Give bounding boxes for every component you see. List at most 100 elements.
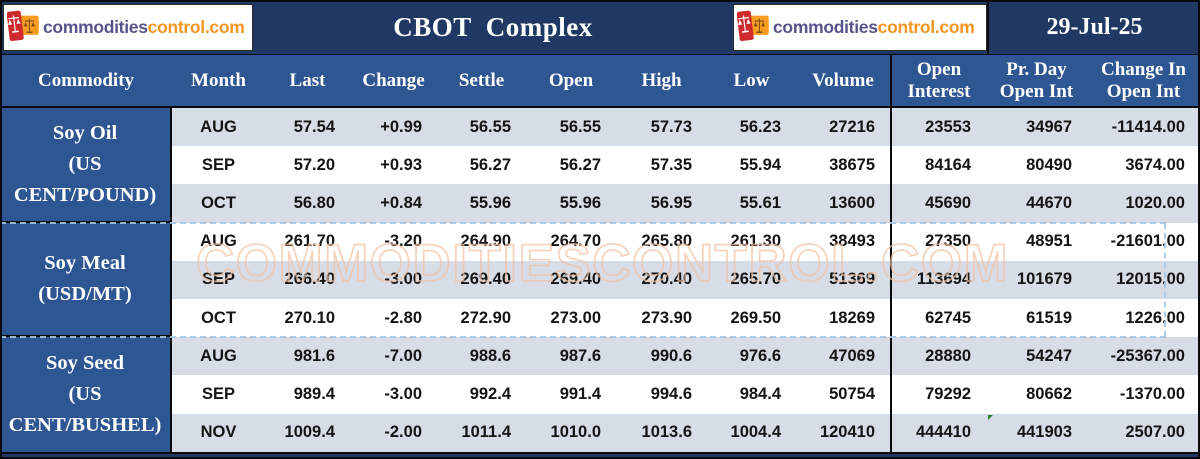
cell-open-interest: 45690 bbox=[890, 184, 986, 223]
header-line: Open Int bbox=[1106, 80, 1181, 102]
cell-volume: 18269 bbox=[796, 298, 890, 338]
cell-volume: 50754 bbox=[796, 375, 890, 414]
commoditiescontrol-logo[interactable]: commoditiescontrol.com bbox=[3, 3, 253, 51]
cbot-table: Commodity Month Last Change Settle Open … bbox=[0, 55, 1200, 452]
report-date: 29-Jul-25 bbox=[1046, 13, 1143, 40]
cell-open-interest: 62745 bbox=[890, 298, 986, 338]
cell-change-in-open-int: -1370.00 bbox=[1087, 375, 1200, 414]
cell-open-interest: 113694 bbox=[890, 260, 986, 299]
cell-volume: 47069 bbox=[796, 337, 890, 376]
cell-settle: 988.6 bbox=[437, 337, 526, 376]
cell-settle: 55.96 bbox=[437, 184, 526, 223]
cell-high: 273.90 bbox=[616, 298, 707, 338]
cell-month: AUG bbox=[172, 337, 265, 376]
cell-high: 57.35 bbox=[616, 146, 707, 185]
cell-change: -2.80 bbox=[350, 298, 437, 338]
scales-logo-icon bbox=[737, 10, 769, 42]
cell-change-in-open-int: -11414.00 bbox=[1087, 108, 1200, 147]
cell-settle: 1011.4 bbox=[437, 413, 526, 452]
cell-high: 265.80 bbox=[616, 222, 707, 261]
cell-low: 269.50 bbox=[707, 298, 796, 338]
col-header-prday-open-int: Pr. Day Open Int bbox=[986, 55, 1087, 108]
commodity-name-line: Soy Oil bbox=[52, 122, 118, 145]
cell-volume: 38493 bbox=[796, 222, 890, 261]
cell-low: 265.70 bbox=[707, 260, 796, 299]
cell-open-interest: 444410 bbox=[890, 413, 986, 452]
cell-open: 273.00 bbox=[526, 298, 616, 338]
col-header-low: Low bbox=[707, 55, 796, 108]
cell-settle: 272.90 bbox=[437, 298, 526, 338]
cell-high: 56.95 bbox=[616, 184, 707, 223]
cell-low: 55.94 bbox=[707, 146, 796, 185]
cell-low: 261.30 bbox=[707, 222, 796, 261]
cell-prday-open-int: 54247 bbox=[986, 337, 1087, 376]
cell-change: -3.20 bbox=[350, 222, 437, 261]
col-header-open-interest: Open Interest bbox=[890, 55, 986, 108]
cell-low: 56.23 bbox=[707, 108, 796, 147]
cell-change: -3.00 bbox=[350, 260, 437, 299]
header-line: Open bbox=[916, 58, 962, 80]
cell-open: 264.70 bbox=[526, 222, 616, 261]
cell-high: 57.73 bbox=[616, 108, 707, 147]
cell-open: 987.6 bbox=[526, 337, 616, 376]
cell-volume: 13600 bbox=[796, 184, 890, 223]
cell-low: 976.6 bbox=[707, 337, 796, 376]
commodity-name-line: CENT/BUSHEL) bbox=[8, 413, 162, 436]
cell-low: 55.61 bbox=[707, 184, 796, 223]
cell-open: 56.27 bbox=[526, 146, 616, 185]
col-header-high: High bbox=[616, 55, 707, 108]
cell-settle: 264.90 bbox=[437, 222, 526, 261]
top-bar: commoditiescontrol.com CBOT Complex bbox=[0, 0, 1200, 55]
cell-month: OCT bbox=[172, 298, 265, 338]
cell-volume: 120410 bbox=[796, 413, 890, 452]
cell-month: SEP bbox=[172, 146, 265, 185]
cell-flag-indicator bbox=[988, 414, 993, 420]
cell-change-in-open-int: 3674.00 bbox=[1087, 146, 1200, 185]
header-line: Interest bbox=[907, 80, 971, 102]
commodity-name-line: (US bbox=[68, 152, 102, 175]
commoditiescontrol-logo-right[interactable]: commoditiescontrol.com bbox=[733, 3, 987, 51]
cell-settle: 56.27 bbox=[437, 146, 526, 185]
header-line: Open Int bbox=[999, 80, 1074, 102]
cell-last: 266.40 bbox=[265, 260, 350, 299]
cell-month: SEP bbox=[172, 375, 265, 414]
cell-prday-open-int: 441903 bbox=[986, 413, 1087, 452]
commodity-label-soy-seed: Soy Seed (US CENT/BUSHEL) bbox=[0, 337, 172, 452]
cell-change-in-open-int: -25367.00 bbox=[1087, 337, 1200, 376]
report-date-cell: 29-Jul-25 bbox=[987, 0, 1200, 55]
cell-settle: 269.40 bbox=[437, 260, 526, 299]
header-line: Change In bbox=[1101, 58, 1186, 80]
cell-last: 56.80 bbox=[265, 184, 350, 223]
col-header-month: Month bbox=[172, 55, 265, 108]
cell-prday-open-int: 34967 bbox=[986, 108, 1087, 147]
cell-last: 261.70 bbox=[265, 222, 350, 261]
logo-wordmark: commoditiescontrol.com bbox=[773, 17, 975, 38]
cell-prday-open-int: 48951 bbox=[986, 222, 1087, 261]
cell-high: 994.6 bbox=[616, 375, 707, 414]
col-header-settle: Settle bbox=[437, 55, 526, 108]
cell-open: 56.55 bbox=[526, 108, 616, 147]
col-header-volume: Volume bbox=[796, 55, 890, 108]
commodity-name-line: Soy Seed bbox=[45, 352, 125, 375]
cell-high: 1013.6 bbox=[616, 413, 707, 452]
cell-last: 1009.4 bbox=[265, 413, 350, 452]
cell-month: SEP bbox=[172, 260, 265, 299]
page-title: CBOT Complex bbox=[393, 11, 593, 42]
cell-open-interest: 84164 bbox=[890, 146, 986, 185]
cell-change: -7.00 bbox=[350, 337, 437, 376]
cell-volume: 51369 bbox=[796, 260, 890, 299]
cell-settle: 56.55 bbox=[437, 108, 526, 147]
cell-prday-open-int: 101679 bbox=[986, 260, 1087, 299]
cell-change-in-open-int: -21601.00 bbox=[1087, 222, 1200, 261]
cell-settle: 992.4 bbox=[437, 375, 526, 414]
cell-prday-open-int: 80490 bbox=[986, 146, 1087, 185]
cell-open-interest: 23553 bbox=[890, 108, 986, 147]
cell-change-in-open-int: 1226.00 bbox=[1087, 298, 1200, 338]
cell-change: -2.00 bbox=[350, 413, 437, 452]
bottom-bar bbox=[0, 451, 1200, 459]
commodity-label-soy-meal: Soy Meal (USD/MT) bbox=[0, 222, 172, 338]
logo-text-commodities: commodities bbox=[773, 16, 878, 37]
cell-volume: 27216 bbox=[796, 108, 890, 147]
cell-open: 55.96 bbox=[526, 184, 616, 223]
